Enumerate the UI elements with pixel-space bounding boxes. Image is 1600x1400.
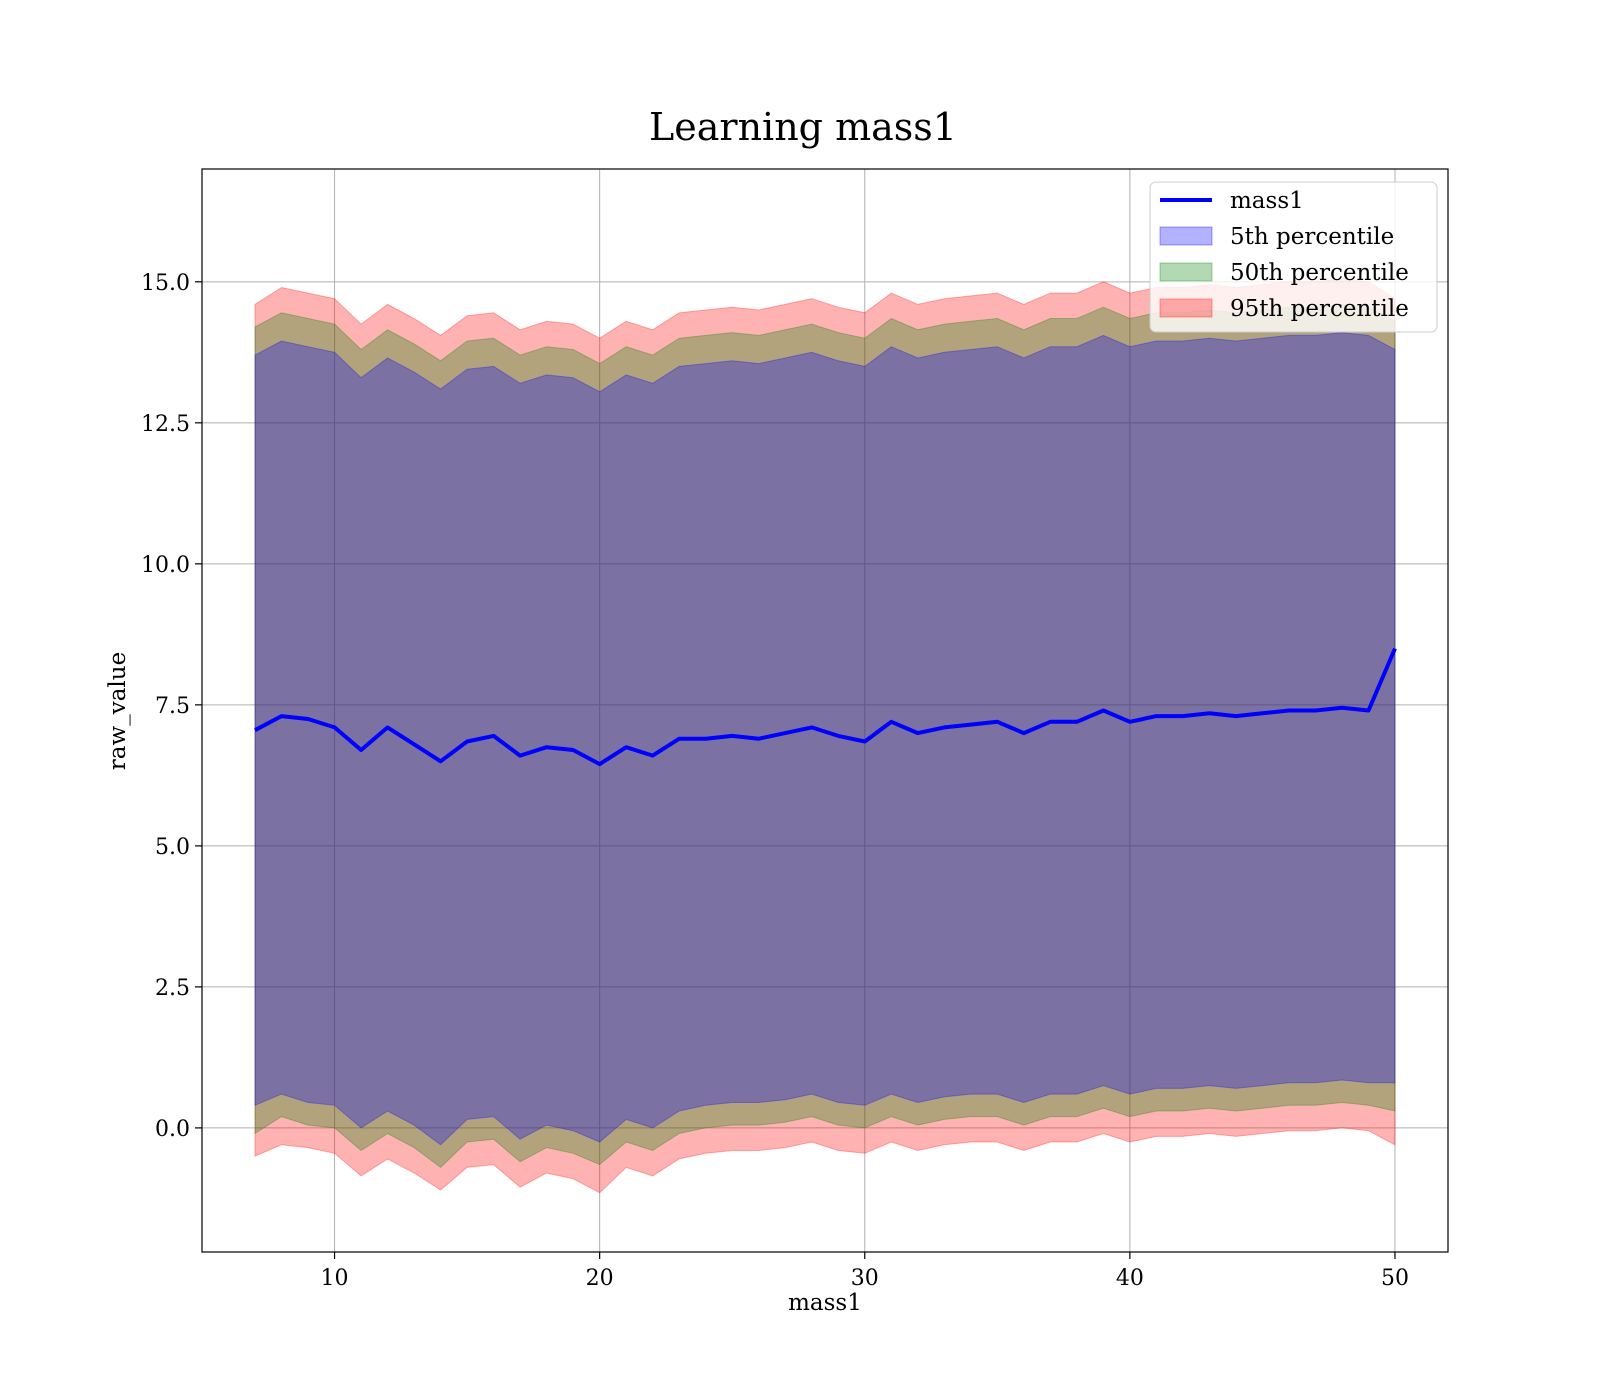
legend-swatch-p50 (1159, 262, 1213, 282)
y-axis-label: raw_value (105, 652, 131, 770)
legend-swatch-p5 (1159, 226, 1213, 246)
x-axis-label: mass1 (788, 1290, 862, 1316)
y-tick-label-0: 0.0 (155, 1117, 190, 1142)
legend-label-0: mass1 (1230, 188, 1304, 214)
legend: mass1 5th percentile 50th percentile 95t… (1149, 181, 1438, 333)
x-axis-ticks: 10 20 30 40 50 (321, 1252, 1409, 1291)
y-tick-label-2: 5.0 (155, 835, 190, 860)
legend-swatch-p95 (1159, 298, 1213, 318)
legend-label-3: 95th percentile (1230, 296, 1409, 322)
plot-frame (201, 168, 1449, 1253)
chart-title: Learning mass1 (649, 105, 957, 149)
band-p5 (254, 332, 1396, 1146)
x-tick-label-3: 40 (1116, 1266, 1144, 1291)
series-line-mass1 (254, 647, 1397, 767)
band-p95 (254, 278, 1396, 1194)
x-tick-label-0: 10 (321, 1266, 349, 1291)
grid (202, 169, 1448, 1252)
band-p50 (254, 303, 1396, 1169)
x-tick-label-4: 50 (1381, 1266, 1409, 1291)
legend-label-2: 50th percentile (1230, 260, 1409, 286)
y-tick-label-6: 15.0 (141, 271, 190, 296)
legend-box (1149, 181, 1438, 333)
y-tick-label-5: 12.5 (141, 412, 190, 437)
y-tick-label-1: 2.5 (155, 976, 190, 1001)
y-tick-label-4: 10.0 (141, 553, 190, 578)
x-tick-label-1: 20 (586, 1266, 614, 1291)
series-line-group (254, 647, 1397, 767)
y-tick-label-3: 7.5 (155, 694, 190, 719)
legend-label-1: 5th percentile (1230, 224, 1394, 250)
y-axis-ticks: 0.0 2.5 5.0 7.5 10.0 12.5 15.0 (141, 271, 202, 1142)
percentile-bands (254, 278, 1396, 1194)
x-tick-label-2: 30 (851, 1266, 879, 1291)
